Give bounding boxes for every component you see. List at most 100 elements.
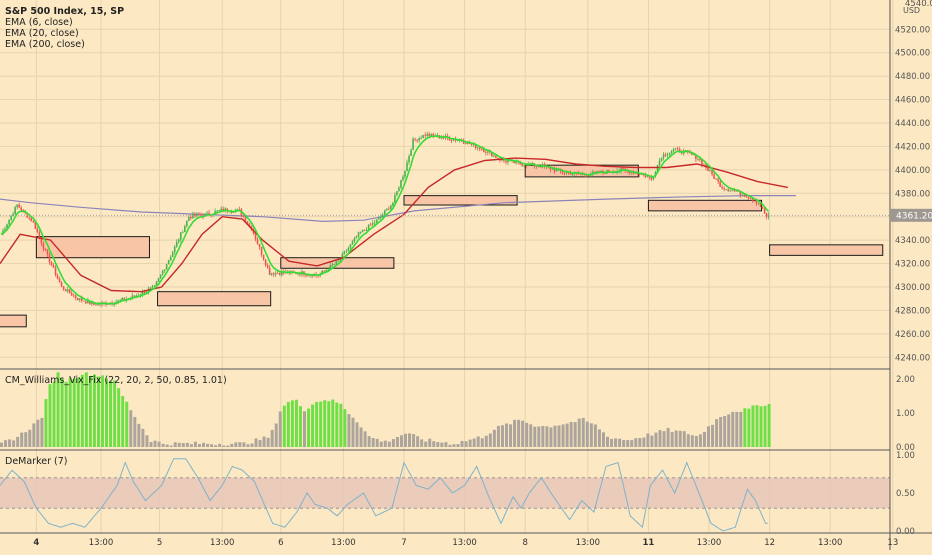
candle[interactable] bbox=[650, 177, 653, 180]
vix-fix-bar[interactable] bbox=[169, 445, 173, 447]
candle[interactable] bbox=[339, 258, 342, 261]
vix-fix-bar[interactable] bbox=[549, 427, 553, 447]
candle[interactable] bbox=[749, 198, 752, 200]
vix-fix-bar[interactable] bbox=[751, 405, 755, 447]
candle[interactable] bbox=[307, 275, 309, 276]
vix-fix-bar[interactable] bbox=[64, 381, 68, 447]
vix-fix-bar[interactable] bbox=[48, 384, 52, 447]
supply-demand-zone[interactable] bbox=[403, 195, 518, 206]
candle[interactable] bbox=[464, 143, 467, 145]
candle[interactable] bbox=[386, 208, 388, 211]
candle[interactable] bbox=[375, 219, 378, 223]
vix-fix-bar[interactable] bbox=[702, 431, 706, 447]
vix-fix-bar[interactable] bbox=[496, 425, 500, 447]
candle[interactable] bbox=[66, 289, 69, 292]
candle[interactable] bbox=[60, 282, 63, 287]
candle[interactable] bbox=[46, 250, 49, 255]
candle[interactable] bbox=[20, 207, 22, 211]
candle[interactable] bbox=[186, 220, 188, 227]
candle[interactable] bbox=[200, 215, 202, 216]
vix-fix-bar[interactable] bbox=[383, 440, 387, 447]
vix-fix-bar[interactable] bbox=[767, 403, 771, 447]
candle[interactable] bbox=[638, 173, 641, 175]
candle[interactable] bbox=[388, 208, 390, 210]
vix-fix-bar[interactable] bbox=[375, 438, 379, 447]
vix-fix-bar[interactable] bbox=[88, 376, 92, 447]
candle[interactable] bbox=[93, 302, 95, 305]
vix-fix-bar[interactable] bbox=[157, 441, 161, 447]
candle[interactable] bbox=[656, 165, 659, 172]
candle[interactable] bbox=[10, 215, 12, 220]
vix-fix-bar[interactable] bbox=[650, 435, 654, 447]
candle[interactable] bbox=[305, 274, 307, 276]
vix-fix-bar[interactable] bbox=[0, 442, 3, 447]
vix-fix-bar[interactable] bbox=[694, 435, 698, 447]
vix-fix-bar[interactable] bbox=[545, 426, 549, 447]
vix-fix-bar[interactable] bbox=[755, 405, 759, 447]
vix-fix-bar[interactable] bbox=[395, 437, 399, 447]
candle[interactable] bbox=[268, 267, 271, 275]
candle[interactable] bbox=[596, 171, 598, 173]
candle[interactable] bbox=[670, 151, 673, 153]
vix-fix-bar[interactable] bbox=[298, 406, 302, 447]
vix-fix-bar[interactable] bbox=[658, 430, 662, 447]
candle[interactable] bbox=[426, 134, 429, 136]
vix-fix-bar[interactable] bbox=[662, 431, 666, 447]
candle[interactable] bbox=[634, 172, 637, 174]
candle[interactable] bbox=[731, 190, 734, 192]
candle[interactable] bbox=[42, 243, 45, 249]
candle[interactable] bbox=[70, 293, 73, 296]
candle[interactable] bbox=[56, 275, 59, 279]
candle[interactable] bbox=[713, 174, 715, 179]
candle[interactable] bbox=[8, 219, 10, 225]
candle[interactable] bbox=[410, 149, 412, 156]
vix-fix-bar[interactable] bbox=[282, 405, 286, 447]
candle[interactable] bbox=[563, 172, 566, 174]
candle[interactable] bbox=[751, 198, 754, 201]
candle[interactable] bbox=[81, 298, 83, 301]
candle[interactable] bbox=[173, 246, 176, 253]
candle[interactable] bbox=[36, 228, 39, 233]
vix-fix-bar[interactable] bbox=[488, 433, 492, 447]
vix-fix-bar[interactable] bbox=[367, 436, 371, 447]
candle[interactable] bbox=[493, 155, 495, 157]
vix-fix-bar[interactable] bbox=[84, 372, 88, 447]
candle[interactable] bbox=[470, 144, 473, 145]
candle[interactable] bbox=[353, 237, 356, 242]
vix-fix-bar[interactable] bbox=[666, 427, 670, 447]
candle[interactable] bbox=[432, 133, 435, 136]
vix-fix-bar[interactable] bbox=[193, 441, 197, 447]
vix-fix-bar[interactable] bbox=[529, 424, 533, 447]
candle[interactable] bbox=[535, 166, 538, 168]
vix-fix-bar[interactable] bbox=[44, 399, 48, 447]
vix-fix-bar[interactable] bbox=[444, 442, 448, 447]
vix-fix-bar[interactable] bbox=[646, 433, 650, 447]
candle[interactable] bbox=[523, 165, 525, 167]
candle[interactable] bbox=[719, 181, 721, 187]
candle[interactable] bbox=[693, 154, 695, 156]
candle[interactable] bbox=[553, 168, 556, 172]
vix-fix-bar[interactable] bbox=[16, 436, 20, 447]
candle[interactable] bbox=[707, 168, 709, 171]
candle[interactable] bbox=[501, 159, 503, 161]
vix-fix-bar[interactable] bbox=[618, 438, 622, 447]
vix-fix-bar[interactable] bbox=[577, 418, 581, 447]
candle[interactable] bbox=[50, 262, 53, 266]
vix-fix-bar[interactable] bbox=[436, 442, 440, 447]
vix-fix-bar[interactable] bbox=[278, 411, 282, 447]
candle[interactable] bbox=[632, 171, 635, 174]
candle[interactable] bbox=[414, 138, 416, 140]
vix-fix-bar[interactable] bbox=[121, 396, 125, 447]
candle[interactable] bbox=[133, 295, 136, 297]
candle[interactable] bbox=[343, 251, 346, 254]
candle[interactable] bbox=[194, 214, 196, 217]
candle[interactable] bbox=[472, 143, 475, 145]
candle[interactable] bbox=[757, 203, 760, 204]
candle[interactable] bbox=[644, 174, 647, 177]
vix-fix-bar[interactable] bbox=[343, 409, 347, 447]
vix-fix-bar[interactable] bbox=[634, 438, 638, 447]
candle[interactable] bbox=[711, 170, 713, 175]
supply-demand-zone[interactable] bbox=[35, 236, 150, 259]
candle[interactable] bbox=[72, 295, 75, 297]
vix-fix-bar[interactable] bbox=[412, 434, 416, 447]
